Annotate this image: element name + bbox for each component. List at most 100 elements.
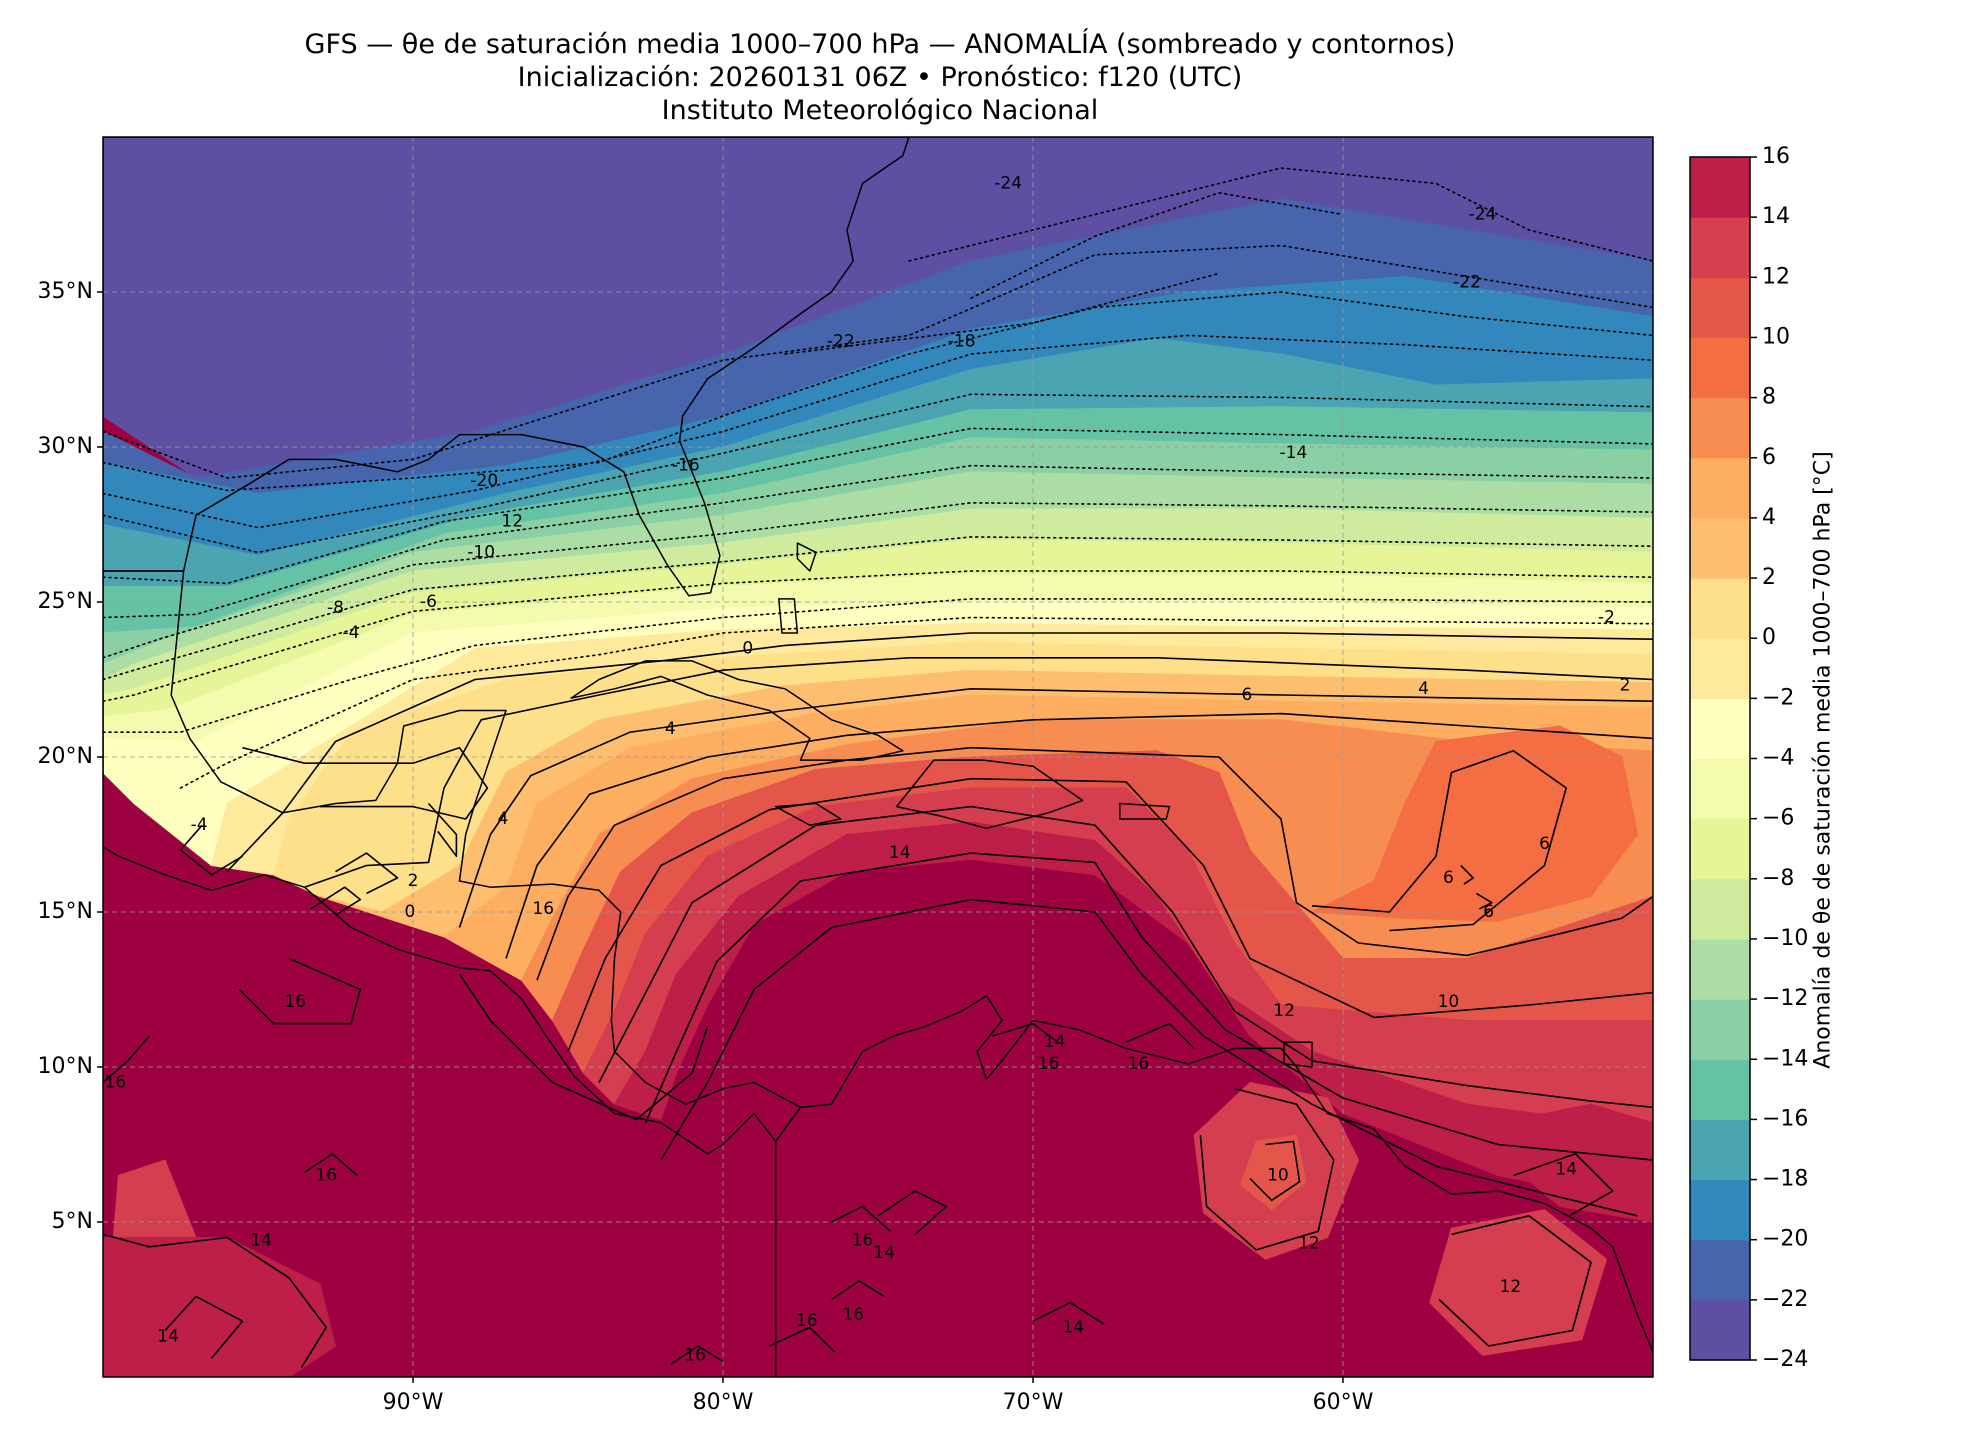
contour-2 [335,852,399,895]
contour-14 [1032,1301,1105,1325]
colorbar-segment [1690,1119,1750,1181]
contour-m18 [103,334,1653,529]
contour-6 [1460,864,1474,885]
coastline-hispaniola [895,759,1084,830]
contour-label: 16 [105,1073,127,1093]
contour-label: 0 [742,639,753,659]
contour-16 [1125,1022,1195,1049]
colorbar-segment [1690,457,1750,519]
contour-label: 16 [796,1311,818,1331]
contour-m24 [970,192,1344,300]
figure-title: GFS — θe de saturación media 1000–700 hP… [0,28,1760,127]
lat-tick-label: 30°N [38,434,93,459]
colorbar-tick-label: −22 [1762,1287,1808,1312]
contour-label: 12 [501,511,523,531]
colorbar-tick-label: −6 [1762,806,1794,831]
contour-m2 [179,616,1653,789]
contour-label: -24 [1469,205,1497,225]
colorbar-segment [1690,758,1750,820]
coastline-eastern-us [103,137,910,597]
contour-label: 2 [408,871,419,891]
coastlines [103,137,1653,1377]
contour-14 [644,852,1653,1161]
colorbar-tick-label: 16 [1762,144,1790,169]
contour-label: 12 [1298,1234,1320,1254]
coastline-bahamas-abaco [796,542,817,572]
colorbar-segment [1690,277,1750,339]
contour-label: 2 [1620,676,1631,696]
contour-12 [1438,1215,1592,1347]
colorbar-tick-label: −2 [1762,685,1794,710]
contour-label: 4 [665,719,676,739]
contour-label: 14 [1044,1032,1066,1052]
contour-label: 16 [1128,1054,1150,1074]
contour-m4 [103,598,1653,734]
contour-label: 16 [842,1305,864,1325]
contour-label: -10 [467,542,495,562]
contour-label: 0 [404,902,415,922]
contour-6 [1475,892,1493,910]
colorbar-segment [1690,157,1750,218]
colorbar-tick-label: 0 [1762,625,1776,650]
contour-label: 16 [284,992,306,1012]
colorbar-tick-label: 12 [1762,264,1790,289]
contour-label: 16 [1038,1054,1060,1074]
contour-label: 6 [1483,902,1494,922]
contour-label: 16 [532,899,554,919]
colorbar-tick-label: −8 [1762,866,1794,891]
contour-6 [505,712,1653,959]
contour-label: -22 [1453,273,1481,293]
contour-12 [1199,1087,1335,1251]
contour-label: -22 [827,332,855,352]
contour-16 [831,1280,885,1301]
colorbar-segment [1690,1059,1750,1120]
contour-label: 14 [157,1327,179,1347]
lat-tick-label: 10°N [38,1054,93,1079]
colorbar-segment [1690,638,1750,699]
lon-tick-label: 70°W [1003,1390,1064,1415]
lon-tick-label: 60°W [1313,1390,1374,1415]
contour-16 [831,1205,891,1232]
contour-label: -20 [470,471,498,491]
contour-label: 6 [1443,868,1454,888]
contour-16 [660,898,1638,1217]
contour-label: 12 [1273,1001,1295,1021]
colorbar-segment [1690,1239,1750,1301]
coastline-cuba [570,660,904,761]
lat-tick-label: 35°N [38,279,93,304]
title-line-2: Inicialización: 20260131 06Z • Pronóstic… [517,62,1243,93]
anomaly-shading [103,137,1653,1377]
anomaly-band-12 [1429,1209,1608,1356]
contour-4 [427,802,458,858]
contour-label: 14 [873,1243,895,1263]
contour-2 [304,656,1653,888]
contour-label: -4 [191,815,208,835]
contour-m22 [784,272,1220,355]
contour-label: 6 [1539,834,1550,854]
lon-tick-label: 80°W [693,1390,754,1415]
colorbar-tick-label: 4 [1762,505,1776,530]
contour-label: -6 [420,592,437,612]
colorbar-tick-label: 14 [1762,204,1790,229]
colorbar-segment [1690,878,1750,940]
map-axes: 35°N 30°N 25°N 20°N 15°N 10°N 5°N 90°W 80°W 70°W 6… [38,279,1374,1415]
contour-label: 16 [684,1345,706,1365]
lat-tick-label: 25°N [38,589,93,614]
coastline-trinidad [1283,1041,1313,1068]
colorbar-tick-label: 2 [1762,565,1776,590]
colorbar-tick-label: −20 [1762,1227,1808,1252]
contour-label: 4 [1418,679,1429,699]
colorbar: −24−22−20−18−16−14−12−10−8−6−4−202468101… [1689,144,1808,1372]
colorbar-segment [1690,397,1750,459]
coastline-puerto-rico [1119,802,1171,820]
contour-0 [310,886,362,916]
lat-tick-label: 5°N [52,1209,93,1234]
contour-m22 [103,244,1653,479]
contour-m4 [179,824,243,876]
title-line-3: Instituto Meteorológico Nacional [661,95,1099,126]
colorbar-tick-label: 6 [1762,445,1776,470]
title-line-1: GFS — θe de saturación media 1000–700 hP… [304,29,1456,60]
colorbar-segment [1690,217,1750,278]
contour-14 [103,1233,328,1369]
colorbar-tick-label: −10 [1762,926,1808,951]
